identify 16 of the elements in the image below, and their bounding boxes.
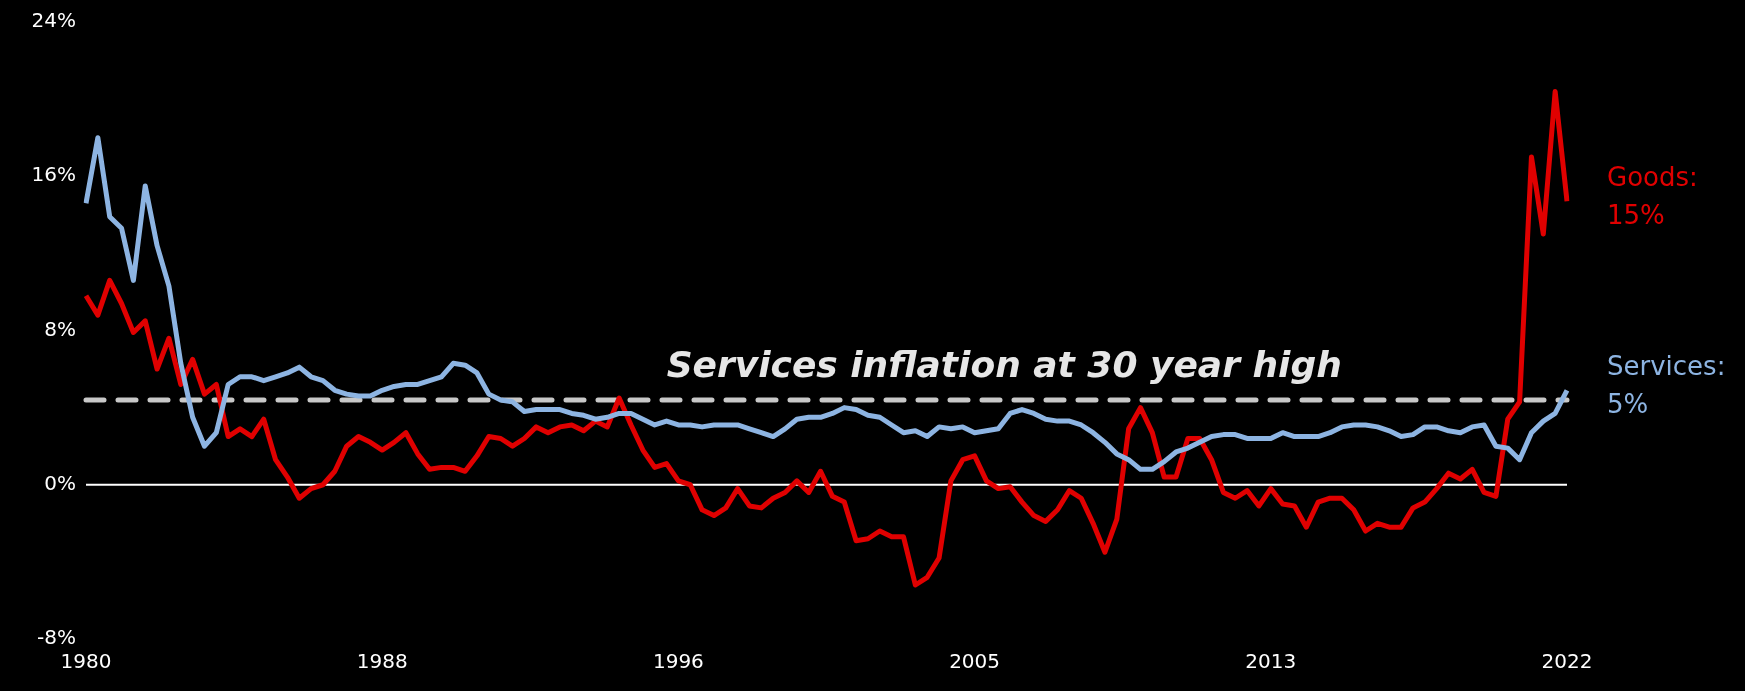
ref-line-label: Services inflation at 30 year high bbox=[666, 344, 1342, 386]
annotation: 15% bbox=[1607, 200, 1665, 231]
x-tick-label: 1996 bbox=[652, 649, 704, 674]
x-tick-label: 2022 bbox=[1541, 649, 1593, 674]
y-tick-label: 0% bbox=[44, 470, 76, 495]
series-label: Goods: bbox=[1607, 162, 1698, 193]
y-tick-label: 16% bbox=[31, 162, 76, 187]
y-tick-label: -8% bbox=[37, 625, 76, 650]
x-tick-label: 1980 bbox=[60, 649, 112, 674]
y-tick-label: 8% bbox=[44, 316, 76, 341]
series-label: Services: bbox=[1607, 351, 1726, 382]
y-tick-label: 24% bbox=[31, 8, 76, 33]
x-tick-label: 2013 bbox=[1245, 649, 1297, 674]
x-tick-label: 1988 bbox=[356, 649, 408, 674]
annotation: 5% bbox=[1607, 389, 1649, 420]
x-tick-label: 2005 bbox=[949, 649, 1001, 674]
